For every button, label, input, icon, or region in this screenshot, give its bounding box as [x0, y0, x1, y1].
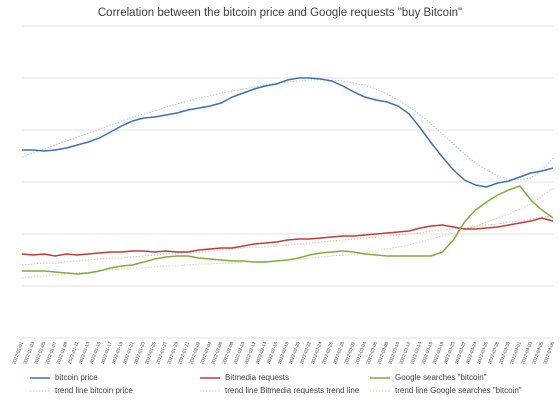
legend-label: trend line Google searches "bitcoin" — [395, 386, 522, 395]
series-line — [21, 215, 554, 266]
series-line — [22, 185, 554, 275]
series-line — [21, 217, 554, 257]
series-line — [21, 79, 554, 181]
legend-label: bitcoin price — [55, 373, 98, 382]
legend-label: Bitmedia requests — [225, 373, 289, 382]
series-line — [22, 77, 554, 188]
legend-label: trend line Bitmedia requests trend line — [225, 386, 360, 395]
legend-label: trend line bitcoin price — [55, 386, 133, 395]
chart-title: Correlation between the bitcoin price an… — [98, 7, 462, 19]
legend-label: Google searches "bitcoin" — [395, 373, 487, 382]
